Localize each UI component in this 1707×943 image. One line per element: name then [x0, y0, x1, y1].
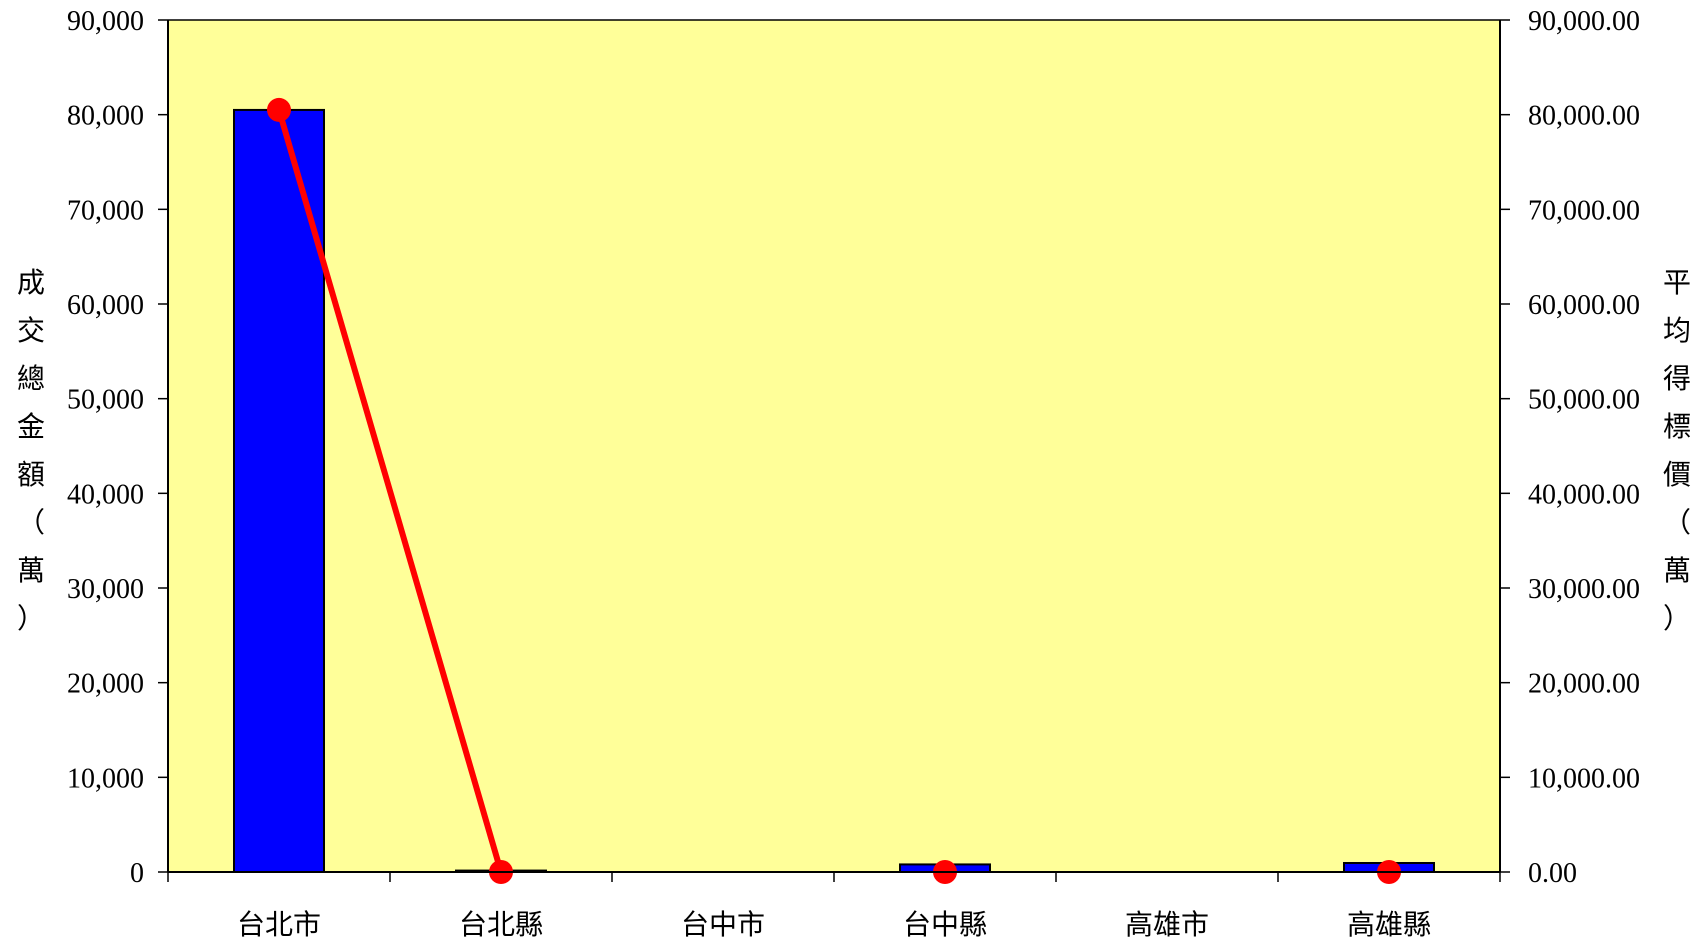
category-label-0: 台北市 — [237, 908, 321, 941]
left-title-char-7: ） — [17, 602, 45, 635]
category-labels: 台北市 台北縣 台中市 台中縣 高雄市 高雄縣 — [237, 908, 1431, 941]
right-tick-label-3: 30,000.00 — [1528, 574, 1640, 605]
right-title-char-3: 標 — [1663, 410, 1691, 443]
left-tick-label-7: 70,000 — [67, 195, 144, 226]
left-tick-label-9: 90,000 — [67, 6, 144, 37]
right-title-char-2: 得 — [1663, 362, 1691, 395]
left-title-char-1: 交 — [17, 314, 45, 347]
left-title-char-6: 萬 — [17, 554, 45, 587]
right-tick-label-1: 10,000.00 — [1528, 763, 1640, 794]
right-title-char-6: 萬 — [1663, 554, 1691, 587]
left-title-char-0: 成 — [17, 266, 45, 299]
left-tick-label-0: 0 — [130, 858, 144, 889]
right-tick-label-7: 70,000.00 — [1528, 195, 1640, 226]
right-title-char-5: （ — [1663, 506, 1691, 539]
left-axis-ticks: 0 10,000 20,000 30,000 40,000 50,000 60,000 70,… — [67, 6, 144, 889]
left-title-char-2: 總 — [17, 362, 45, 395]
category-label-4: 高雄市 — [1125, 908, 1209, 941]
right-tick-label-4: 40,000.00 — [1528, 479, 1640, 510]
category-label-1: 台北縣 — [459, 908, 543, 941]
right-title-char-0: 平 — [1663, 266, 1691, 299]
right-title-char-7: ） — [1663, 602, 1691, 635]
right-tick-label-6: 60,000.00 — [1528, 290, 1640, 321]
left-title-char-3: 金 — [17, 410, 45, 443]
left-title-char-4: 額 — [17, 458, 45, 491]
left-title-char-5: （ — [17, 506, 45, 539]
left-tick-label-8: 80,000 — [67, 101, 144, 132]
right-tick-label-0: 0.00 — [1528, 858, 1577, 889]
left-tick-label-5: 50,000 — [67, 385, 144, 416]
right-tick-label-5: 50,000.00 — [1528, 385, 1640, 416]
left-tick-label-3: 30,000 — [67, 574, 144, 605]
axes-layer — [158, 19, 1510, 882]
category-label-5: 高雄縣 — [1347, 908, 1431, 941]
category-label-3: 台中縣 — [903, 908, 987, 941]
left-tick-label-1: 10,000 — [67, 763, 144, 794]
right-axis-ticks: 0.00 10,000.00 20,000.00 30,000.00 40,000.00… — [1528, 6, 1640, 889]
category-label-2: 台中市 — [681, 908, 765, 941]
left-tick-label-4: 40,000 — [67, 479, 144, 510]
right-tick-label-8: 80,000.00 — [1528, 101, 1640, 132]
plot-area — [168, 20, 1500, 872]
right-tick-label-2: 20,000.00 — [1528, 669, 1640, 700]
line-series — [276, 109, 504, 873]
bar-0 — [233, 108, 325, 873]
line-point-0 — [267, 97, 291, 122]
left-tick-label-6: 60,000 — [67, 290, 144, 321]
right-title-char-1: 均 — [1663, 314, 1691, 347]
right-title-char-4: 價 — [1663, 458, 1691, 491]
right-tick-label-9: 90,000.00 — [1528, 6, 1640, 37]
left-tick-label-2: 20,000 — [67, 669, 144, 700]
